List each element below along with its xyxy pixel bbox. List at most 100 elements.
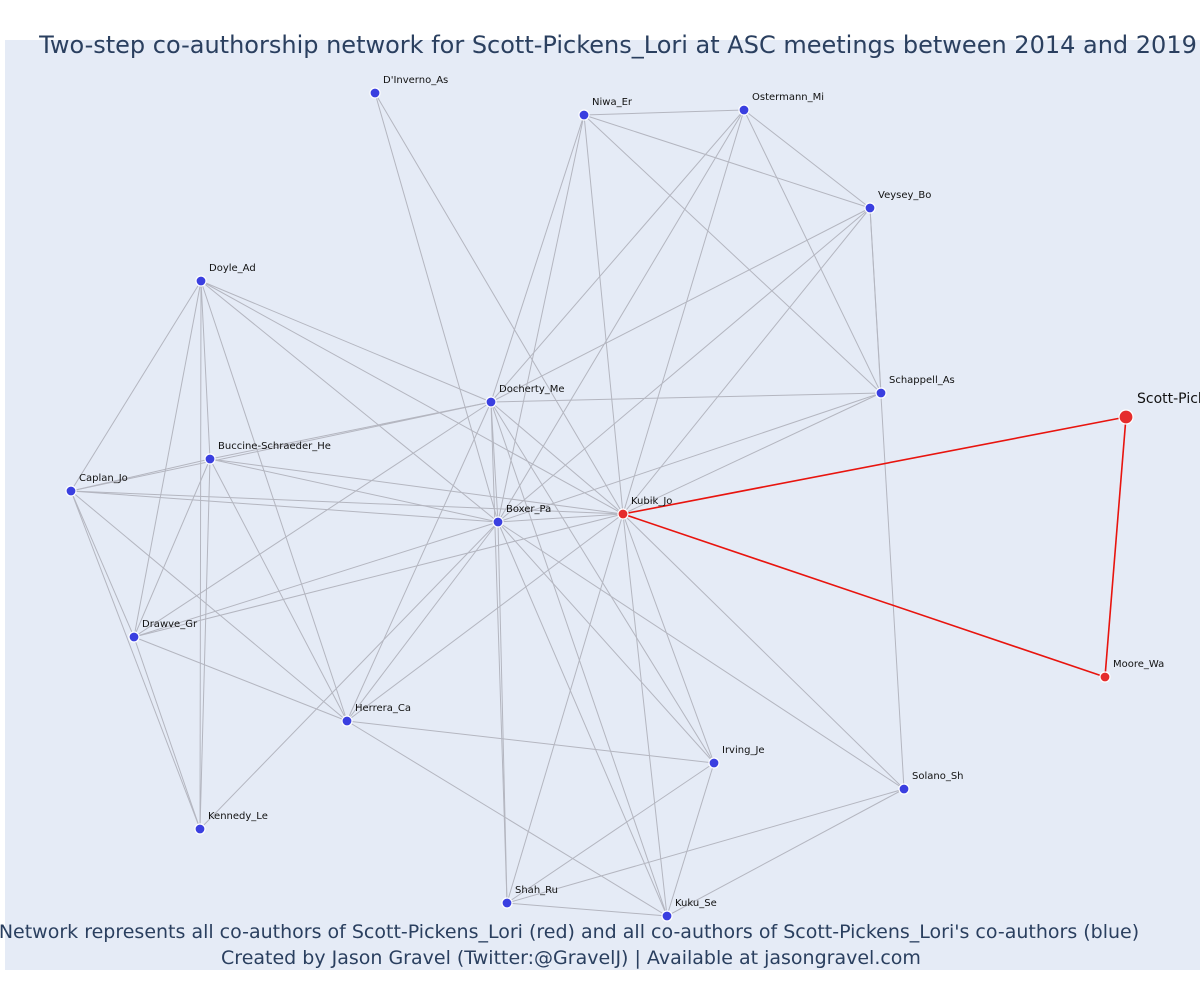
edge <box>622 207 871 515</box>
edge <box>346 401 492 722</box>
edge <box>666 762 715 917</box>
edge <box>497 114 585 523</box>
node-label-Veysey_Bo: Veysey_Bo <box>878 190 931 201</box>
edge <box>70 280 202 492</box>
edge <box>346 720 715 764</box>
edge <box>743 109 871 209</box>
edge <box>622 392 882 515</box>
node-label-Moore_Wa: Moore_Wa <box>1113 659 1164 670</box>
edge <box>506 788 905 904</box>
edge <box>490 401 624 515</box>
edge <box>70 490 348 722</box>
node-Ostermann_Mi[interactable] <box>738 104 750 116</box>
node-Boxer_Pa[interactable] <box>492 516 504 528</box>
node-label-Boxer_Pa: Boxer_Pa <box>506 504 551 515</box>
edge <box>490 401 508 904</box>
edge <box>346 720 668 917</box>
node-label-Drawve_Gr: Drawve_Gr <box>142 619 198 630</box>
edge <box>133 401 492 638</box>
edge <box>622 109 745 515</box>
edge <box>199 280 202 830</box>
node-label-Buccine-Schraeder_He: Buccine-Schraeder_He <box>218 441 331 452</box>
node-Caplan_Jo[interactable] <box>65 485 77 497</box>
node-Drawve_Gr[interactable] <box>128 631 140 643</box>
edge <box>133 458 211 638</box>
node-label-Kuku_Se: Kuku_Se <box>675 898 717 909</box>
edge <box>70 490 135 638</box>
edge <box>583 114 882 394</box>
edge <box>622 513 905 790</box>
edge <box>490 401 499 523</box>
edge <box>497 521 715 764</box>
node-Schappell_As[interactable] <box>875 387 887 399</box>
edge <box>490 114 585 403</box>
edge <box>506 902 668 917</box>
node-label-Scott-Pickens_Lori: Scott-Pickens_Lori <box>1137 391 1200 407</box>
node-Niwa_Er[interactable] <box>578 109 590 121</box>
edge <box>497 109 745 523</box>
edge <box>200 280 211 460</box>
edges-layer <box>70 92 905 917</box>
labels-layer: D'Inverno_As Niwa_Er Ostermann_Mi Veysey_Bo… <box>79 75 1200 909</box>
edge <box>346 521 499 722</box>
edge <box>133 521 499 638</box>
edge <box>199 521 499 830</box>
edge <box>583 114 624 515</box>
edge <box>666 788 905 917</box>
edge <box>497 521 668 917</box>
node-Kubik_Jo[interactable] <box>617 508 629 520</box>
edge <box>133 280 202 638</box>
focal-edge <box>622 416 1127 515</box>
node-Moore_Wa[interactable] <box>1099 671 1111 683</box>
edge <box>70 490 201 830</box>
node-label-Ostermann_Mi: Ostermann_Mi <box>752 92 824 103</box>
node-label-Schappell_As: Schappell_As <box>889 375 955 386</box>
edge <box>583 114 871 209</box>
edge <box>497 521 508 904</box>
node-Herrera_Ca[interactable] <box>341 715 353 727</box>
footer-credit: Created by Jason Gravel (Twitter:@Gravel… <box>221 947 921 969</box>
edge <box>869 207 905 790</box>
edge <box>622 513 668 917</box>
edge <box>490 392 882 403</box>
edge <box>200 280 499 523</box>
node-DInverno_As[interactable] <box>369 87 381 99</box>
focal-edge <box>622 513 1106 678</box>
node-Solano_Sh[interactable] <box>898 783 910 795</box>
edge <box>497 521 905 790</box>
node-label-Docherty_Me: Docherty_Me <box>499 384 565 395</box>
node-label-Irving_Je: Irving_Je <box>722 745 765 756</box>
edge <box>70 490 624 515</box>
node-Docherty_Me[interactable] <box>485 396 497 408</box>
node-Kuku_Se[interactable] <box>661 910 673 922</box>
edge <box>199 458 211 830</box>
node-label-Shah_Ru: Shah_Ru <box>515 885 558 896</box>
edge <box>133 636 201 830</box>
edge <box>133 513 624 638</box>
edge <box>70 401 492 492</box>
edge <box>209 458 499 523</box>
nodes-layer <box>65 87 1134 922</box>
edge <box>70 490 499 523</box>
footer-caption: Network represents all co-authors of Sco… <box>0 921 1139 943</box>
node-label-Kennedy_Le: Kennedy_Le <box>208 811 268 822</box>
node-Doyle_Ad[interactable] <box>195 275 207 287</box>
edge <box>490 207 871 403</box>
node-label-Herrera_Ca: Herrera_Ca <box>355 703 411 714</box>
edge <box>583 109 745 116</box>
node-Buccine-Schraeder_He[interactable] <box>204 453 216 465</box>
node-Veysey_Bo[interactable] <box>864 202 876 214</box>
edge <box>200 280 348 722</box>
node-Scott-Pickens_Lori[interactable] <box>1118 409 1134 425</box>
node-Irving_Je[interactable] <box>708 757 720 769</box>
node-Shah_Ru[interactable] <box>501 897 513 909</box>
node-Kennedy_Le[interactable] <box>194 823 206 835</box>
node-label-Niwa_Er: Niwa_Er <box>592 97 633 108</box>
edge <box>743 109 882 394</box>
edge <box>200 280 492 403</box>
edge <box>133 636 348 722</box>
edge <box>490 109 745 403</box>
edge <box>497 207 871 523</box>
focal-edge <box>1104 416 1127 678</box>
